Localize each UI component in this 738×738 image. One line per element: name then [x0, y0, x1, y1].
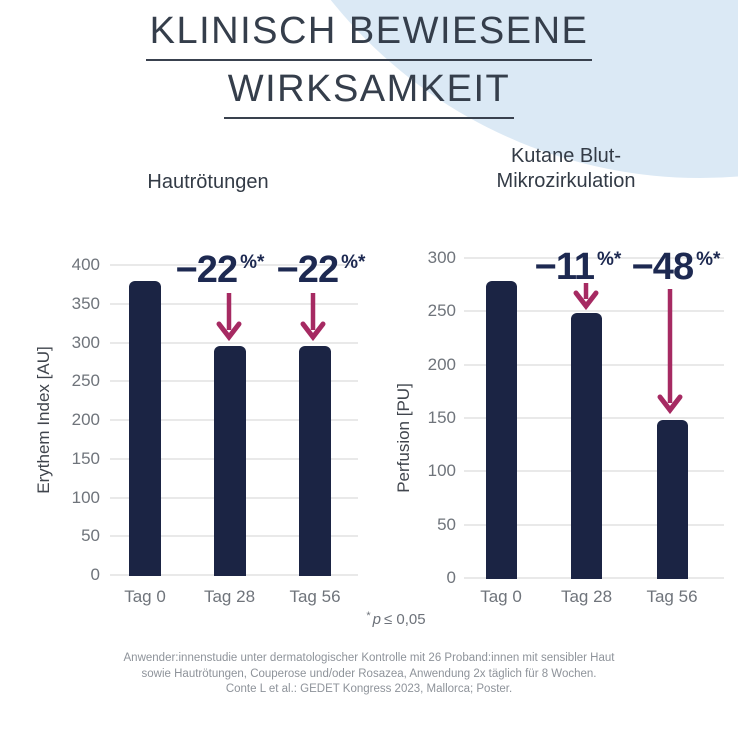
footnote-line-2: sowie Hautrötungen, Couperose und/oder R…: [141, 667, 597, 680]
bar-tag-28: [213, 345, 246, 576]
y-tick-label: 200: [71, 410, 100, 429]
gridline: [110, 264, 358, 266]
annotation: −48 %*: [632, 246, 721, 289]
y-tick-label: 250: [71, 371, 100, 391]
significance-asterisk: *: [366, 610, 371, 622]
annotation-percent-asterisk: %*: [696, 249, 721, 270]
annotation-percent-asterisk: %*: [341, 252, 366, 273]
decrease-arrow-head: [300, 321, 326, 342]
annotation-percent-asterisk: %*: [597, 249, 622, 270]
annotation-percent-asterisk: %*: [240, 252, 265, 273]
x-tick-label: Tag 0: [480, 587, 522, 606]
decrease-arrow-head: [573, 290, 599, 311]
gridline: [464, 257, 724, 259]
y-tick-label: 50: [81, 526, 100, 546]
gridline: [110, 341, 358, 344]
annotation: −22 %*: [277, 249, 366, 292]
y-tick-label: 400: [71, 255, 100, 274]
y-tick-label: 150: [71, 448, 100, 468]
y-axis-label: Erythem Index [AU]: [34, 346, 53, 494]
page-title-line-1: KLINISCH BEWIESENE: [145, 6, 593, 61]
chart-title-line: Mikrozirkulation: [496, 170, 636, 192]
y-tick-label: 150: [427, 408, 456, 427]
y-tick-label: 100: [427, 461, 456, 481]
y-tick-label: 300: [71, 332, 100, 352]
footnote-line-1: Anwender:innenstudie unter dermatologisc…: [123, 652, 615, 664]
gridline: [110, 302, 358, 305]
footnote-line-3: Conte L et al.: GEDET Kongress 2023, Mal…: [225, 683, 513, 695]
decrease-arrow-head: [657, 394, 683, 415]
annotation-value: −48: [631, 246, 694, 288]
study-footnote: Anwender:innenstudie unter dermatologisc…: [0, 651, 738, 698]
significance-p-symbol: p: [372, 611, 382, 628]
y-tick-label: 100: [71, 487, 100, 507]
y-tick-label: 50: [437, 514, 456, 534]
x-tick-label: Tag 28: [560, 587, 613, 606]
bar-tag-56: [299, 345, 331, 576]
chart-title: Kutane Blut- Mikrozirkulation: [497, 144, 636, 194]
gridline: [464, 310, 724, 313]
page-title-line-2: WIRKSAMKEIT: [223, 64, 515, 119]
chart-title-line: Hautrötungen: [147, 171, 269, 193]
annotation-value: −22: [175, 249, 238, 291]
page-header: KLINISCH BEWIESENE WIRKSAMKEIT: [0, 6, 738, 122]
y-tick-label: 0: [90, 565, 100, 584]
bar-tag-0: [485, 281, 517, 579]
annotation-value: −22: [276, 249, 339, 291]
y-tick-label: 0: [446, 568, 456, 587]
x-tick-label: Tag 28: [203, 587, 256, 606]
annotation-value: −11: [534, 246, 595, 288]
x-tick-label: Tag 56: [646, 587, 698, 606]
page-title-row-1: KLINISCH BEWIESENE: [0, 6, 738, 64]
x-tick-label: Tag 56: [289, 587, 341, 606]
bar-tag-0: [129, 280, 161, 576]
bar-tag-56: [656, 420, 688, 579]
chart-title-line: Kutane Blut-: [510, 145, 622, 167]
annotation: −11 %*: [535, 246, 622, 289]
y-tick-label: 200: [427, 354, 456, 374]
y-tick-label: 250: [427, 301, 456, 321]
chart-title: Hautrötungen: [147, 170, 268, 195]
annotation: −22 %*: [176, 249, 265, 292]
significance-note: * p ≤ 0,05: [366, 610, 426, 628]
page-title-row-2: WIRKSAMKEIT: [0, 64, 738, 122]
decrease-arrow-head: [216, 321, 242, 342]
x-tick-label: Tag 0: [124, 587, 166, 606]
bar-tag-28: [571, 313, 602, 579]
y-tick-label: 350: [71, 293, 100, 313]
significance-condition: ≤ 0,05: [384, 611, 426, 628]
y-tick-label: 300: [427, 248, 456, 267]
